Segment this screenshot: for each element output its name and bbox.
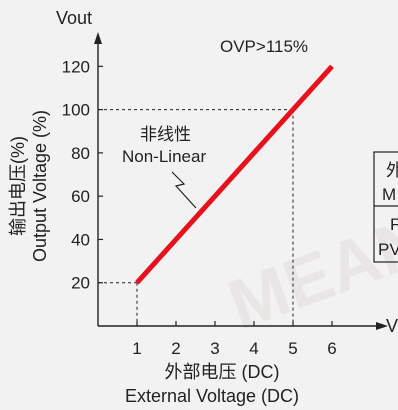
y-tick-label: 80 [71,144,90,163]
series-line [135,64,334,285]
ovp-label: OVP>115% [220,37,308,56]
y-tick-label: 100 [62,101,90,120]
nonlinear-label-en: Non-Linear [122,147,206,166]
y-tick-label: 60 [71,187,90,206]
nonlinear-pointer [171,171,197,209]
y-axis-title: Vout [56,8,92,28]
x-tick-label: 5 [288,339,297,358]
y-axis-label-en: Output Voltage (%) [30,110,50,262]
x-axis-arrow [376,322,388,330]
y-axis-label-cn: 输出电压(%) [8,136,28,236]
y-tick-label: 20 [71,274,90,293]
y-tick-label: 40 [71,230,90,249]
x-tick-label: 2 [171,339,180,358]
reference-lines [98,109,294,326]
x-tick-label: 4 [249,339,258,358]
side-table-row-1-bottom: M [382,185,396,204]
series [135,64,334,285]
side-table: 外 M F PV [373,151,398,263]
side-table-row-2-bottom: PV [378,240,398,259]
nonlinear-label-cn: 非线性 [140,125,191,144]
x-tick-label: 6 [327,339,336,358]
watermark: MEAN [218,200,398,344]
side-table-row-1-top: 外 [386,161,398,180]
x-axis-label-en: External Voltage (DC) [125,386,299,406]
side-table-frame [373,151,398,263]
x-tick-label: 3 [210,339,219,358]
x-axis-end-label: V [386,316,398,336]
side-table-row-2-top: F [390,215,398,234]
x-tick-label: 1 [132,339,141,358]
y-tick-label: 120 [62,57,90,76]
x-axis-label-cn: 外部电压 (DC) [165,362,280,382]
y-axis-arrow [94,32,102,44]
ticks: 1 2 3 4 5 6 20 40 60 80 100 120 [62,57,337,358]
